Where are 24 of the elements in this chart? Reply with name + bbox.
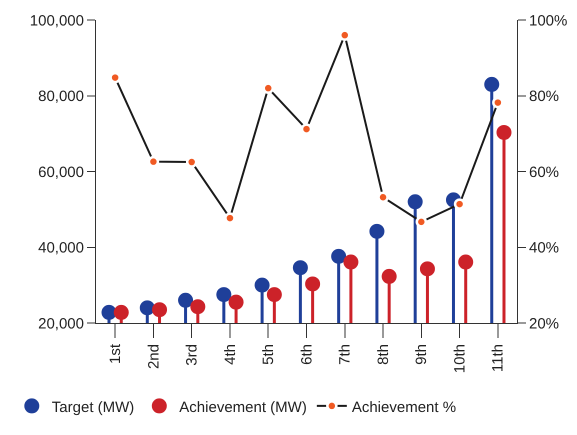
y-tick-label: 20,000	[38, 315, 84, 332]
y2-tick-label: 60%	[529, 164, 560, 181]
x-tick-label: 11th	[490, 344, 507, 372]
x-tick-label: 9th	[413, 344, 430, 365]
x-tick-label: 2nd	[145, 344, 162, 370]
y2-tick-label: 40%	[529, 240, 560, 256]
y-tick-label: 60,000	[38, 164, 84, 181]
x-tick-label: 3rd	[184, 344, 201, 366]
x-tick-label: 5th	[260, 344, 278, 365]
legend-label: Target (MW)	[52, 398, 134, 416]
x-tick-label: 6th	[298, 344, 316, 365]
x-tick-label: 7th	[336, 344, 354, 365]
y-tick-label: 100,000	[30, 12, 84, 30]
legend-label: Achievement (MW)	[179, 398, 307, 416]
x-tick-label: 10th	[451, 344, 468, 374]
legend-label: Achievement %	[352, 398, 456, 416]
y-tick-label: 80,000	[38, 88, 84, 105]
y2-tick-label: 100%	[529, 12, 568, 30]
y2-tick-label: 20%	[529, 315, 560, 332]
y-tick-label: 40,000	[38, 240, 84, 256]
x-tick-label: 8th	[374, 344, 392, 365]
x-tick-label: 4th	[222, 344, 239, 365]
x-tick-label: 1st	[107, 343, 124, 364]
y2-tick-label: 80%	[529, 88, 560, 105]
